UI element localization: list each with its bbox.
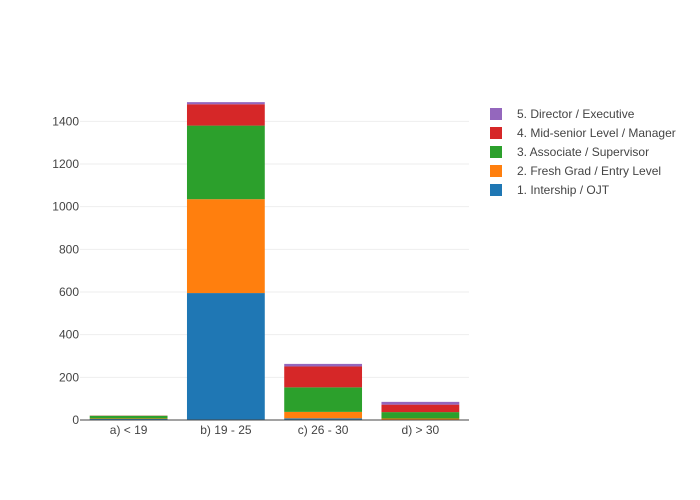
- y-gridlines: [80, 120, 469, 378]
- bar-segment: [186, 104, 265, 126]
- y-tick-label: 1200: [52, 157, 79, 171]
- bar-segment: [186, 102, 265, 105]
- bar-segment: [186, 125, 265, 200]
- bar-segment: [284, 411, 363, 419]
- x-tick-label: b) 19 - 25: [200, 423, 252, 437]
- bar-segment: [284, 418, 363, 420]
- y-tick-label: 800: [59, 242, 79, 256]
- y-tick-label: 600: [59, 285, 79, 299]
- bar-segment: [284, 366, 363, 388]
- legend-label: 5. Director / Executive: [517, 107, 635, 121]
- x-tick-label: d) > 30: [402, 423, 440, 437]
- bar-segment: [89, 418, 168, 420]
- bar-segment: [381, 404, 460, 413]
- legend-swatch: [490, 184, 502, 196]
- y-tick-label: 400: [59, 328, 79, 342]
- legend-label: 2. Fresh Grad / Entry Level: [517, 164, 661, 178]
- legend-label: 3. Associate / Supervisor: [517, 145, 649, 159]
- bar-segment: [89, 415, 168, 419]
- y-axis: 0 200 400 600 800 1000 1200 1400: [52, 114, 79, 427]
- bar-segment: [284, 387, 363, 412]
- bar-segment: [381, 418, 460, 420]
- legend-swatch: [490, 146, 502, 158]
- x-axis: a) < 19 b) 19 - 25 c) 26 - 30 d) > 30: [110, 423, 440, 437]
- legend: 5. Director / Executive 4. Mid-senior Lev…: [490, 107, 676, 197]
- y-tick-label: 1400: [52, 114, 79, 128]
- bars: [89, 102, 460, 420]
- legend-label: 4. Mid-senior Level / Manager: [517, 126, 676, 140]
- bar-segment: [186, 199, 265, 294]
- y-tick-label: 200: [59, 370, 79, 384]
- bar-segment: [381, 412, 460, 419]
- legend-swatch: [490, 108, 502, 120]
- bar-segment: [381, 401, 460, 405]
- bar-segment: [284, 363, 363, 367]
- y-tick-label: 0: [72, 413, 79, 427]
- x-tick-label: a) < 19: [110, 423, 148, 437]
- y-tick-label: 1000: [52, 200, 79, 214]
- legend-swatch: [490, 165, 502, 177]
- legend-swatch: [490, 127, 502, 139]
- bar-segment: [186, 293, 265, 420]
- legend-label: 1. Intership / OJT: [517, 183, 610, 197]
- x-tick-label: c) 26 - 30: [298, 423, 349, 437]
